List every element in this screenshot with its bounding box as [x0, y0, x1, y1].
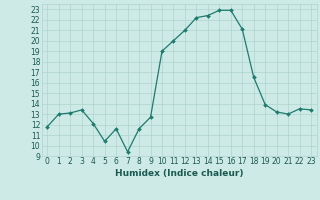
X-axis label: Humidex (Indice chaleur): Humidex (Indice chaleur) — [115, 169, 244, 178]
